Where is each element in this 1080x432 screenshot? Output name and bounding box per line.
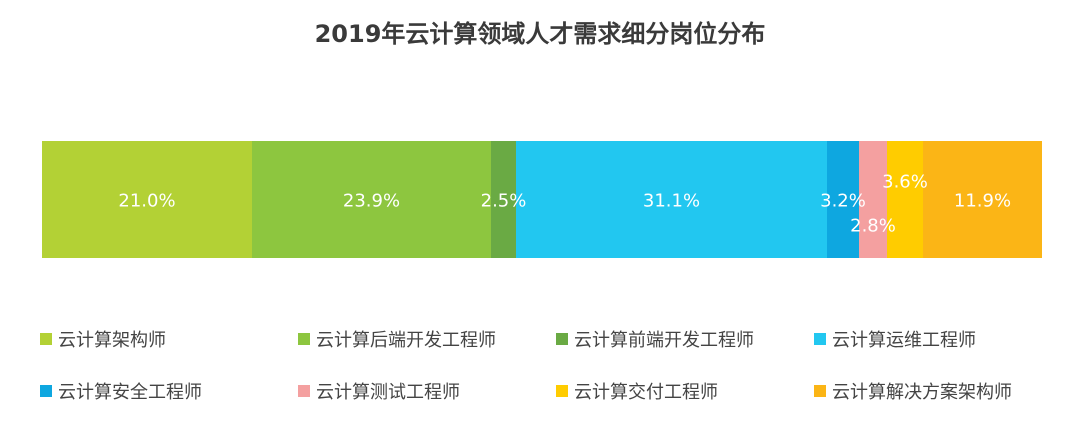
data-label-8: 11.9%: [954, 191, 1011, 212]
legend-label: 云计算架构师: [58, 330, 166, 351]
bar-group: [42, 141, 1042, 258]
data-label-3: 2.5%: [481, 191, 527, 212]
bar-segment-3: [491, 141, 516, 258]
legend-swatch: [556, 333, 568, 345]
legend-swatch: [814, 385, 826, 397]
legend-swatch: [40, 385, 52, 397]
bar-segment-4: [516, 141, 827, 258]
legend-item-8: 云计算解决方案架构师: [814, 378, 1060, 404]
bar-segment-5: [827, 141, 859, 258]
legend-swatch: [298, 333, 310, 345]
legend-swatch: [298, 385, 310, 397]
data-label-1: 21.0%: [118, 191, 175, 212]
legend-item-7: 云计算交付工程师: [556, 378, 814, 404]
legend-label: 云计算交付工程师: [574, 382, 718, 403]
bar-segment-2: [252, 141, 491, 258]
legend-item-4: 云计算运维工程师: [814, 326, 1060, 352]
legend-label: 云计算测试工程师: [316, 382, 460, 403]
legend-item-5: 云计算安全工程师: [40, 378, 298, 404]
bar-segment-1: [42, 141, 252, 258]
legend-label: 云计算前端开发工程师: [574, 330, 754, 351]
data-label-group: 21.0% 23.9% 2.5% 31.1% 3.2% 2.8% 3.6% 11.9%: [118, 172, 1011, 237]
legend: 云计算架构师 云计算后端开发工程师 云计算前端开发工程师 云计算运维工程师云计算安全工…: [40, 326, 1060, 404]
data-label-7: 3.6%: [882, 172, 928, 193]
legend-swatch: [814, 333, 826, 345]
legend-swatch: [556, 385, 568, 397]
legend-label: 云计算解决方案架构师: [832, 382, 1012, 403]
legend-item-1: 云计算架构师: [40, 326, 298, 352]
bar-segment-7: [887, 141, 923, 258]
chart-title: 2019年云计算领域人才需求细分岗位分布: [314, 20, 766, 48]
legend-label: 云计算后端开发工程师: [316, 330, 496, 351]
legend-item-3: 云计算前端开发工程师: [556, 326, 814, 352]
bar-segment-8: [923, 141, 1042, 258]
data-label-6: 2.8%: [850, 216, 896, 237]
legend-item-6: 云计算测试工程师: [298, 378, 556, 404]
legend-swatch: [40, 333, 52, 345]
bar-segment-6: [859, 141, 887, 258]
legend-label: 云计算运维工程师: [832, 330, 976, 351]
legend-item-2: 云计算后端开发工程师: [298, 326, 556, 352]
data-label-4: 31.1%: [643, 191, 700, 212]
legend-label: 云计算安全工程师: [58, 382, 202, 403]
data-label-5: 3.2%: [820, 191, 866, 212]
data-label-2: 23.9%: [343, 191, 400, 212]
